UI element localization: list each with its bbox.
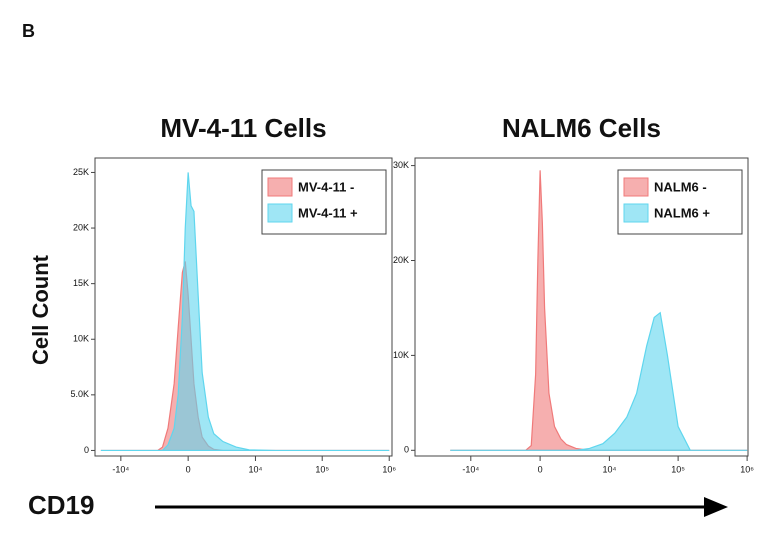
y-tick-label: 30K bbox=[393, 160, 409, 170]
plot-frame bbox=[94, 157, 393, 457]
x-tick-label: 10⁴ bbox=[602, 464, 616, 474]
x-tick-label: 10⁵ bbox=[315, 464, 329, 474]
x-tick-label: -10⁴ bbox=[112, 464, 129, 474]
panel-label: B bbox=[22, 21, 35, 41]
legend-label: MV-4-11 + bbox=[298, 205, 358, 220]
histogram-area bbox=[450, 311, 748, 451]
legend-swatch bbox=[267, 177, 293, 197]
y-tick-label: 20K bbox=[393, 255, 409, 265]
x-tick-label: -10⁴ bbox=[462, 464, 479, 474]
legend-swatch bbox=[623, 177, 649, 197]
chart-title: NALM6 Cells bbox=[502, 113, 661, 143]
y-tick-label: 20K bbox=[73, 222, 89, 232]
y-tick-label: 25K bbox=[73, 167, 89, 177]
x-tick-label: 0 bbox=[186, 464, 191, 474]
y-axis-label: Cell Count bbox=[28, 254, 53, 365]
x-tick-label: 0 bbox=[538, 464, 543, 474]
histogram-area bbox=[100, 261, 390, 452]
y-tick-label: 5.0K bbox=[70, 389, 89, 399]
x-tick-label: 10⁶ bbox=[740, 464, 754, 474]
histogram-area bbox=[100, 172, 390, 452]
arrow-head bbox=[704, 497, 728, 517]
y-tick-label: 0 bbox=[404, 445, 409, 455]
legend-swatch bbox=[623, 203, 649, 223]
x-tick-label: 10⁶ bbox=[382, 464, 396, 474]
y-tick-label: 0 bbox=[84, 445, 89, 455]
x-tick-label: 10⁴ bbox=[249, 464, 263, 474]
plot-frame bbox=[414, 157, 749, 457]
chart-title: MV-4-11 Cells bbox=[160, 113, 326, 143]
legend-label: NALM6 - bbox=[654, 179, 707, 194]
legend-label: NALM6 + bbox=[654, 205, 710, 220]
x-tick-label: 10⁵ bbox=[671, 464, 685, 474]
x-axis-label: CD19 bbox=[28, 490, 94, 520]
y-tick-label: 10K bbox=[73, 334, 89, 344]
y-tick-label: 15K bbox=[73, 278, 89, 288]
legend-swatch bbox=[267, 203, 293, 223]
legend-label: MV-4-11 - bbox=[298, 179, 354, 194]
y-tick-label: 10K bbox=[393, 350, 409, 360]
